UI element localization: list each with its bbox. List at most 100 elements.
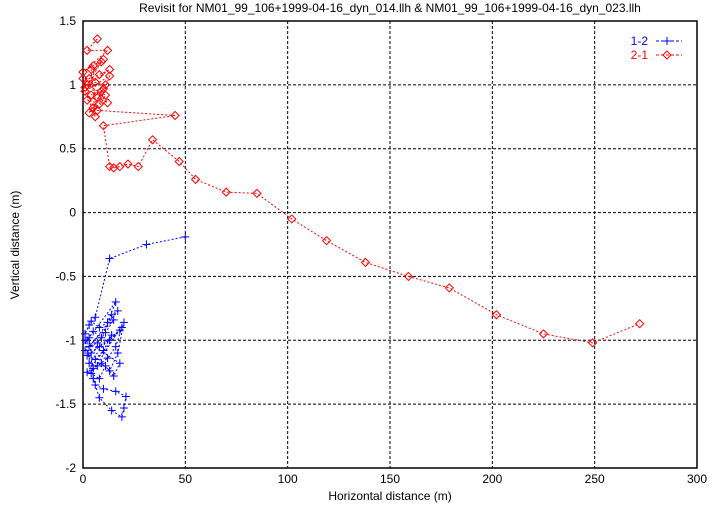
data-point-plus xyxy=(109,315,118,324)
data-point-plus xyxy=(111,297,120,306)
data-point-plus xyxy=(107,406,116,415)
data-point-diamond xyxy=(403,271,414,282)
data-point-plus xyxy=(105,366,114,375)
data-point-plus xyxy=(83,368,92,377)
data-point-plus xyxy=(111,342,120,351)
data-point-diamond xyxy=(84,108,94,118)
data-point-plus xyxy=(91,313,100,322)
data-point-plus xyxy=(117,412,126,421)
x-tick-label: 250 xyxy=(585,472,605,486)
legend-label-1-2: 1-2 xyxy=(631,34,649,48)
data-point-diamond xyxy=(78,67,88,77)
data-point-diamond xyxy=(104,71,115,81)
data-point-diamond xyxy=(90,112,100,122)
series-layer xyxy=(78,34,645,421)
legend-swatch-2-1 xyxy=(656,50,682,60)
data-point-plus xyxy=(117,323,126,332)
data-point-diamond xyxy=(102,98,113,108)
data-point-diamond xyxy=(88,60,98,71)
data-point-diamond xyxy=(96,57,107,67)
data-point-plus xyxy=(85,320,94,329)
data-point-plus xyxy=(107,331,116,340)
y-tick-label: -0.5 xyxy=(55,269,76,283)
data-point-plus xyxy=(119,318,128,327)
data-point-plus xyxy=(91,380,100,389)
data-point-plus xyxy=(87,317,96,326)
data-point-plus xyxy=(103,354,112,363)
data-point-plus xyxy=(89,374,98,383)
data-point-plus xyxy=(85,342,94,351)
data-point-plus xyxy=(113,306,122,315)
data-point-plus xyxy=(81,346,90,355)
data-point-diamond xyxy=(662,50,672,60)
data-point-diamond xyxy=(80,82,90,93)
data-point-diamond xyxy=(104,64,115,75)
y-tick-label: 0.5 xyxy=(59,142,76,156)
data-point-plus xyxy=(95,323,104,332)
data-point-plus xyxy=(101,328,110,337)
data-point-plus xyxy=(119,403,128,412)
data-point-diamond xyxy=(147,135,158,145)
chart-title: Revisit for NM01_99_106+1999-04-16_dyn_0… xyxy=(139,1,641,15)
data-point-diamond xyxy=(287,214,297,224)
data-point-plus xyxy=(181,232,190,241)
data-point-plus xyxy=(91,355,100,364)
data-point-diamond xyxy=(82,80,92,90)
x-tick-label: 50 xyxy=(179,472,193,486)
data-point-plus xyxy=(99,346,108,355)
x-tick-label: 0 xyxy=(80,472,87,486)
data-point-diamond xyxy=(98,121,109,131)
data-point-plus xyxy=(103,318,112,327)
data-point-plus xyxy=(97,359,106,368)
data-point-plus xyxy=(107,310,116,319)
x-tick-label: 300 xyxy=(687,472,707,486)
data-point-plus xyxy=(111,387,120,396)
series-2-1 xyxy=(78,34,645,348)
data-point-diamond xyxy=(86,64,96,75)
data-point-diamond xyxy=(133,161,143,172)
data-point-plus xyxy=(113,349,122,358)
y-tick-label: -1 xyxy=(65,333,76,347)
data-point-diamond xyxy=(252,188,262,199)
y-axis-label: Vertical distance (m) xyxy=(8,191,22,300)
data-point-plus xyxy=(81,336,90,345)
data-point-diamond xyxy=(538,329,549,339)
x-tick-label: 200 xyxy=(482,472,502,486)
data-point-plus xyxy=(89,327,98,336)
data-point-plus xyxy=(105,336,114,345)
data-point-plus xyxy=(121,392,130,401)
data-point-plus xyxy=(87,369,96,378)
x-axis-label: Horizontal distance (m) xyxy=(328,489,451,503)
data-point-diamond xyxy=(221,187,231,197)
data-point-plus xyxy=(93,361,102,370)
data-point-plus xyxy=(93,338,102,347)
tick-labels: 0 50 100 150 200 250 300 -2 -1.5 -1 -0.5 0 0.5 1 1.5 xyxy=(55,14,707,486)
data-point-plus xyxy=(105,254,114,263)
data-point-diamond xyxy=(444,283,455,293)
legend: 1-2 2-1 xyxy=(631,34,682,62)
data-point-diamond xyxy=(100,80,111,90)
data-point-diamond xyxy=(90,77,100,88)
data-point-diamond xyxy=(78,73,88,84)
data-point-diamond xyxy=(88,103,98,113)
data-point-diamond xyxy=(587,338,598,348)
y-tick-label: 1.5 xyxy=(59,14,76,28)
data-point-diamond xyxy=(82,45,92,56)
data-point-diamond xyxy=(80,86,90,96)
data-point-plus xyxy=(97,333,106,342)
data-point-plus xyxy=(83,351,92,360)
data-point-plus xyxy=(101,361,110,370)
data-point-diamond xyxy=(634,318,645,329)
data-point-plus xyxy=(142,240,151,249)
data-point-plus xyxy=(99,384,108,393)
data-point-diamond xyxy=(82,95,92,105)
data-point-diamond xyxy=(92,105,103,116)
data-point-plus xyxy=(95,342,104,351)
data-point-diamond xyxy=(100,90,111,100)
x-tick-label: 150 xyxy=(380,472,400,486)
data-point-diamond xyxy=(92,34,103,44)
y-tick-label: 0 xyxy=(69,206,76,220)
y-tick-label: 1 xyxy=(69,78,76,92)
series-line xyxy=(84,236,186,418)
